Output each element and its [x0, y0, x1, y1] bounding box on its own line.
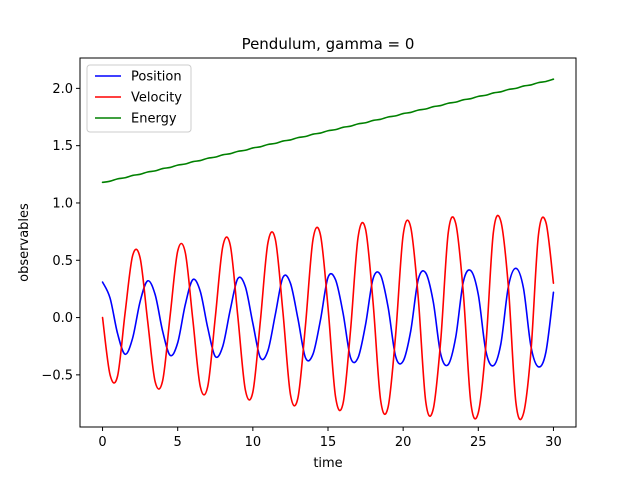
series-line-velocity — [101, 214, 555, 421]
y-tick-label: 1.0 — [52, 196, 73, 211]
x-tick-label: 25 — [470, 435, 487, 450]
x-tick-label: 10 — [245, 435, 262, 450]
y-tick-label: 0.0 — [52, 311, 73, 326]
y-axis-ticks: −0.5 0.0 0.5 1.0 1.5 2.0 — [41, 82, 80, 383]
series-line-energy — [101, 78, 555, 184]
legend-label-energy: Energy — [131, 112, 177, 127]
legend: Position Velocity Energy — [86, 64, 192, 133]
legend-label-position: Position — [131, 70, 182, 85]
x-tick-label: 15 — [320, 435, 337, 450]
x-tick-label: 0 — [98, 435, 106, 450]
y-tick-label: −0.5 — [41, 368, 73, 383]
y-tick-label: 1.5 — [52, 139, 73, 154]
y-axis-label: observables — [17, 203, 32, 282]
legend-box — [86, 64, 192, 133]
x-tick-label: 30 — [545, 435, 562, 450]
y-tick-label: 2.0 — [52, 82, 73, 97]
x-axis-ticks: 0 5 10 15 20 25 30 — [98, 427, 562, 450]
x-axis-label: time — [313, 456, 342, 471]
x-tick-label: 5 — [174, 435, 182, 450]
legend-label-velocity: Velocity — [131, 91, 182, 106]
x-tick-label: 20 — [395, 435, 412, 450]
series-layer — [101, 78, 555, 421]
chart-title: Pendulum, gamma = 0 — [242, 35, 415, 53]
y-tick-label: 0.5 — [52, 254, 73, 269]
series-line-position — [101, 267, 555, 368]
